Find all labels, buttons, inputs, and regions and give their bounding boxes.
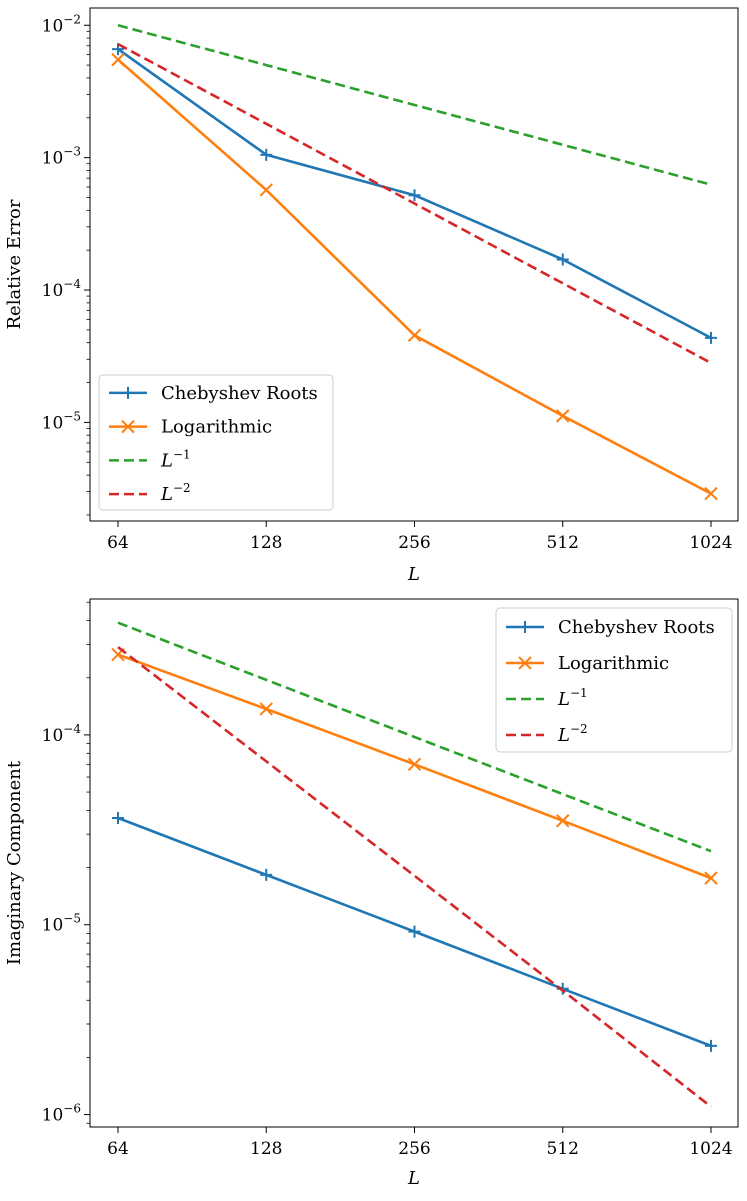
plot-area	[111, 24, 718, 501]
series-line-l-1	[117, 24, 712, 186]
axes-frame	[89, 7, 739, 522]
data-point-marker	[111, 52, 125, 67]
x-tick-label: 1024	[689, 533, 732, 553]
plot-area	[111, 621, 718, 1108]
data-point-marker	[556, 409, 570, 423]
chart-imaginary-component: 10−4 10−5 10−6 64 128 256 512 1024 L Imaginary Co…	[4, 598, 739, 1189]
data-point-marker	[260, 868, 273, 881]
legend-label: L−2	[557, 722, 588, 746]
y-tick-label: 10−4	[42, 722, 82, 746]
y-tick-label: 10−5	[42, 409, 81, 433]
legend-label: Logarithmic	[558, 653, 669, 674]
data-point-marker	[407, 757, 422, 772]
legend-label: L−1	[557, 686, 588, 710]
data-point-marker	[704, 486, 718, 501]
series-line-l-2	[117, 646, 712, 1108]
data-point-marker	[704, 871, 718, 885]
legend-label: Chebyshev Roots	[161, 383, 318, 404]
legend-marker	[121, 419, 135, 434]
x-tick-label: 128	[250, 1139, 282, 1159]
series-line-l-1	[117, 621, 712, 853]
y-tick-label: 10−2	[42, 12, 81, 36]
data-point-marker	[408, 925, 421, 938]
series-line-l-2	[117, 42, 712, 365]
legend-marker	[518, 656, 532, 670]
axes-frame	[89, 598, 739, 1128]
legend-label: Logarithmic	[161, 417, 272, 438]
x-tick-label: 1024	[689, 1139, 732, 1159]
y-tick-label: 10−5	[42, 912, 81, 936]
data-point-marker	[705, 331, 717, 344]
y-tick-label: 10−3	[42, 145, 81, 169]
x-tick-label: 128	[250, 533, 282, 553]
x-tick-label: 64	[107, 533, 129, 553]
legend-marker	[122, 386, 134, 399]
x-tick-label: 64	[107, 1139, 129, 1159]
legend-marker	[519, 621, 531, 633]
legend-box	[495, 607, 733, 753]
y-axis-label: Imaginary Component	[4, 760, 25, 965]
data-point-marker	[408, 189, 421, 202]
x-tick-label: 512	[547, 533, 579, 553]
y-tick-label: 10−6	[42, 1102, 81, 1126]
legend-label: Chebyshev Roots	[558, 617, 715, 638]
data-point-marker	[407, 328, 422, 343]
data-point-marker	[556, 253, 569, 266]
x-axis-label: L	[407, 1168, 420, 1189]
data-point-marker	[556, 814, 570, 828]
y-axis-label: Relative Error	[4, 199, 25, 329]
x-tick-label: 512	[547, 1139, 579, 1159]
y-tick-label: 10−4	[42, 277, 82, 301]
x-tick-label: 256	[398, 1139, 430, 1159]
x-tick-label: 256	[398, 533, 430, 553]
data-point-marker	[259, 702, 273, 716]
data-point-marker	[260, 148, 273, 161]
legend-label: L−1	[160, 447, 191, 471]
chart-relative-error: 10−2 10−3 10−4 10−5 64 128 256 512 1024 L Relative…	[4, 7, 739, 585]
x-axis-label: L	[407, 564, 420, 585]
data-point-marker	[112, 812, 124, 825]
data-point-marker	[705, 1039, 717, 1052]
legend-label: L−2	[160, 481, 191, 505]
legend-box	[98, 374, 334, 511]
data-point-marker	[259, 183, 273, 197]
